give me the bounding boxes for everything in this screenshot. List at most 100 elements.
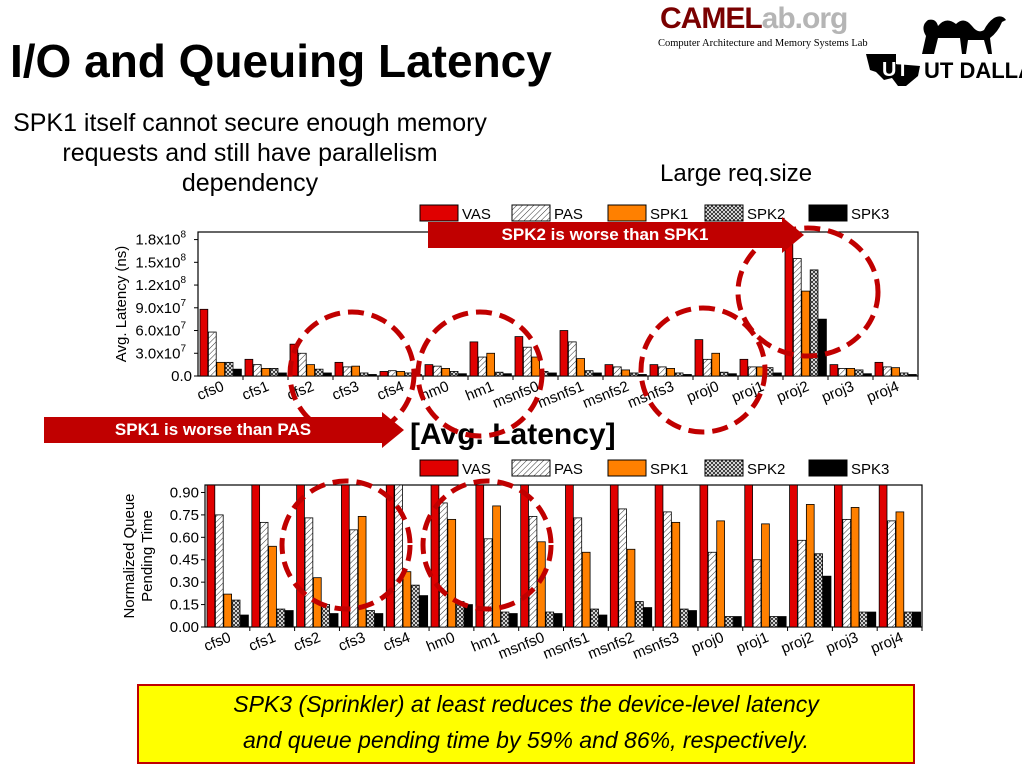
x-tick-label-cfs2: cfs2 [291, 629, 323, 655]
bar-proj4-spk3 [908, 374, 917, 377]
bar-proj1-pas [752, 559, 762, 628]
y-tick-label: 0.15 [170, 597, 199, 614]
legend-swatch-pas [511, 459, 551, 477]
bar-proj3-vas [833, 484, 843, 628]
bar-cfs1-spk3 [285, 610, 294, 628]
x-tick-label-proj0: proj0 [684, 378, 721, 406]
y-tick-label: 0.75 [170, 507, 199, 524]
legend-label-spk1: SPK1 [650, 461, 688, 478]
bar-hm1-vas [469, 341, 479, 377]
bar-hm1-spk3 [503, 373, 512, 377]
bar-proj2-spk3 [822, 575, 832, 628]
bar-cfs2-vas [296, 484, 305, 628]
bar-proj3-vas [829, 364, 839, 377]
bar-proj4-spk2 [899, 372, 909, 377]
logo-lab: ab.org [761, 2, 849, 35]
utd-logo: UT UT DALLAS [866, 54, 1022, 86]
legend-swatch-pas [511, 204, 551, 222]
x-tick-label-msnfs0: msnfs0 [490, 378, 541, 412]
bar-hm1-vas [475, 484, 485, 628]
large-req-note: Large req.size [660, 160, 813, 187]
bar-proj0-spk1 [711, 352, 720, 377]
legend-swatch-vas [419, 204, 459, 222]
legend-label-spk3: SPK3 [851, 206, 889, 223]
bar-proj3-spk2 [859, 611, 868, 628]
bar-proj3-spk1 [850, 507, 860, 628]
bar-cfs4-spk1 [402, 571, 412, 628]
x-tick-label-msnfs2: msnfs2 [580, 378, 631, 412]
x-tick-label-cfs3: cfs3 [330, 378, 362, 404]
x-tick-label-proj4: proj4 [868, 629, 905, 657]
bar-proj0-spk2 [719, 371, 729, 377]
bar-cfs4-spk1 [396, 371, 405, 377]
bar-cfs2-pas [297, 352, 307, 377]
bar-hm0-vas [430, 484, 440, 628]
bar-msnfs2-spk3 [638, 374, 647, 377]
bar-cfs1-spk1 [268, 545, 277, 628]
bar-cfs3-spk2 [359, 372, 369, 377]
bar-cfs1-pas [259, 521, 269, 628]
bar-proj3-pas [838, 368, 847, 377]
legend-label-pas: PAS [554, 206, 583, 223]
bar-msnfs2-spk2 [635, 601, 644, 628]
legend-swatch-spk1 [607, 204, 647, 222]
logo-subtitle: Computer Architecture and Memory Systems… [658, 38, 868, 49]
x-tick-label-cfs3: cfs3 [336, 629, 368, 655]
bar-msnfs2-vas [604, 364, 614, 377]
spk1-arrow-icon [382, 412, 404, 448]
x-tick-label-proj1: proj1 [729, 378, 766, 406]
y-tick-label: 0.90 [170, 484, 199, 501]
bar-proj4-pas [887, 520, 896, 628]
legend-swatch-spk3 [808, 459, 848, 477]
legend-swatch-vas [419, 459, 459, 477]
bar-cfs1-vas [251, 484, 261, 628]
logo-main: CAMEL [660, 2, 763, 35]
bar-msnfs2-pas [618, 508, 627, 628]
bar-proj4-spk1 [891, 367, 900, 377]
bar-cfs4-pas [394, 484, 403, 628]
x-tick-label-proj3: proj3 [823, 629, 860, 657]
utd-text: UT DALLAS [924, 58, 1022, 83]
bar-cfs3-spk2 [366, 610, 375, 628]
legend-label-vas: VAS [462, 461, 491, 478]
bar-msnfs0-pas [523, 346, 532, 377]
bar-msnfs3-vas [649, 364, 659, 377]
bar-proj1-spk2 [764, 367, 774, 377]
conclusion-box: SPK3 (Sprinkler) at least reduces the de… [137, 684, 915, 764]
x-tick-label-msnfs3: msnfs3 [630, 629, 681, 663]
bar-msnfs0-spk2 [539, 371, 549, 377]
bar-hm0-spk2 [455, 601, 465, 628]
bar-hm0-spk1 [447, 518, 457, 628]
bar-msnfs1-vas [559, 330, 569, 377]
x-tick-label-proj1: proj1 [734, 629, 771, 657]
bar-msnfs1-spk1 [581, 551, 591, 628]
y-tick-label: 0.0 [171, 368, 192, 385]
bar-cfs2-spk3 [329, 613, 339, 628]
x-tick-label-msnfs3: msnfs3 [625, 378, 676, 412]
y-tick-label: 0.45 [170, 552, 199, 569]
bar-cfs0-spk1 [216, 361, 226, 377]
y-tick-label: 1.2x108 [135, 275, 186, 294]
bar-proj1-vas [744, 484, 753, 628]
bar-msnfs0-spk1 [537, 541, 546, 628]
bar-msnfs0-vas [520, 484, 529, 628]
bar-msnfs3-vas [654, 484, 664, 628]
y-tick-label: 9.0x107 [135, 298, 186, 317]
bar-cfs3-spk3 [368, 374, 377, 377]
bar-cfs4-spk2 [411, 584, 420, 628]
bar-proj2-pas [793, 258, 802, 377]
bar-proj3-spk1 [846, 368, 855, 377]
x-tick-label-cfs1: cfs1 [246, 629, 278, 655]
legend-swatch-spk2 [704, 459, 744, 477]
bar-cfs1-spk2 [276, 608, 286, 628]
x-tick-label-proj3: proj3 [819, 378, 856, 406]
bar-cfs4-pas [387, 370, 397, 377]
bar-proj2-spk3 [818, 318, 827, 377]
bar-cfs2-pas [304, 517, 314, 628]
bar-msnfs3-spk1 [666, 368, 675, 377]
x-tick-label-cfs0: cfs0 [202, 629, 234, 655]
bar-msnfs2-spk1 [621, 369, 630, 377]
bar-cfs1-pas [252, 364, 262, 377]
bar-msnfs2-spk1 [626, 548, 636, 628]
bar-hm1-spk3 [509, 613, 518, 628]
